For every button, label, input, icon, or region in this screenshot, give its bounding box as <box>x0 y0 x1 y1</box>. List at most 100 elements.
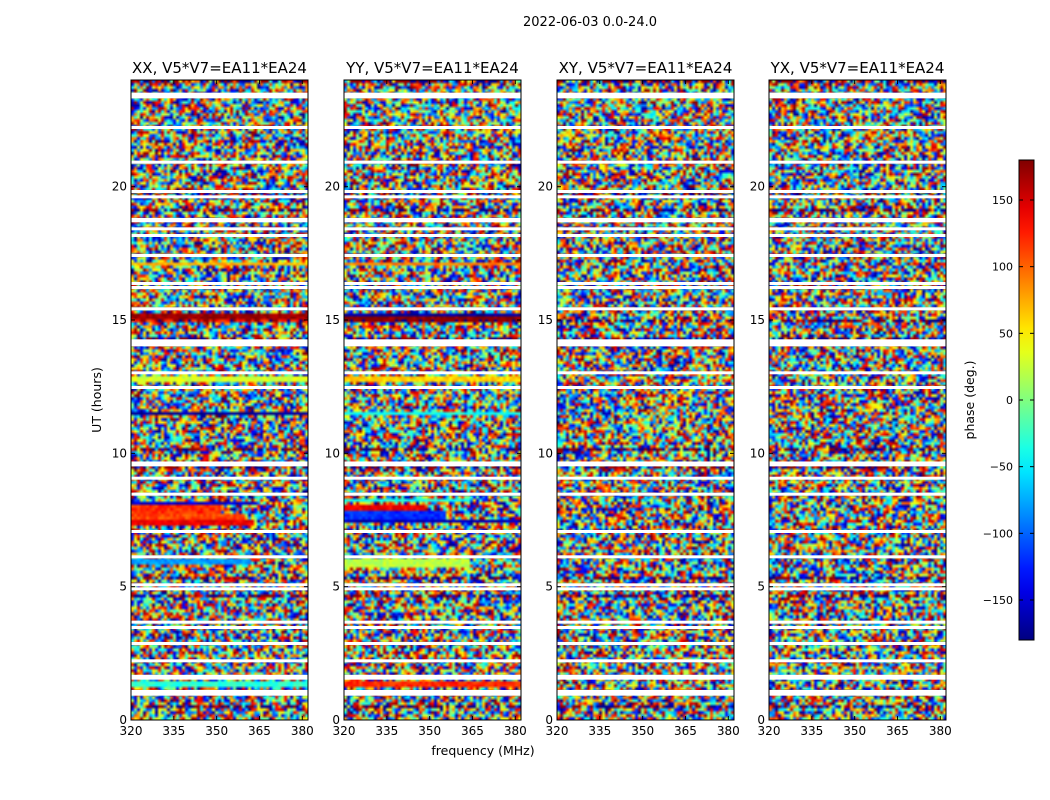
x-tick-label: 320 <box>333 724 356 738</box>
y-tick-label: 10 <box>325 446 340 460</box>
flagged-row <box>557 371 734 375</box>
flagged-row <box>131 343 308 347</box>
flagged-row <box>344 692 521 696</box>
y-tick-label: 0 <box>545 713 553 727</box>
flagged-row <box>344 492 521 496</box>
flagged-row <box>557 659 734 663</box>
flagged-row <box>131 190 308 193</box>
flagged-row <box>131 92 308 96</box>
flagged-row <box>769 307 946 311</box>
colorbar-label: phase (deg.) <box>962 361 977 440</box>
flagged-row <box>131 583 308 587</box>
flagged-row <box>344 690 521 693</box>
flagged-row <box>769 95 946 99</box>
colorbar: 150 100 50 0 −50 −100 −150 <box>983 159 1035 641</box>
flagged-row <box>769 343 946 347</box>
colorbar-tick-label: −150 <box>983 594 1013 607</box>
flagged-row <box>557 190 734 193</box>
x-tick-label: 320 <box>120 724 143 738</box>
x-tick-label: 335 <box>800 724 823 738</box>
flagged-row <box>344 476 521 480</box>
flagged-row <box>557 642 734 645</box>
flagged-row <box>769 659 946 663</box>
flagged-row <box>131 555 308 559</box>
flagged-row <box>344 218 521 221</box>
flagged-row <box>557 307 734 311</box>
x-axis-label: frequency (MHz) <box>431 743 534 758</box>
panel-frame <box>130 79 309 721</box>
flagged-row <box>131 463 308 467</box>
x-tick-label: 365 <box>674 724 697 738</box>
panel-frame <box>556 79 735 721</box>
x-tick-label: 380 <box>717 724 740 738</box>
flagged-row <box>557 386 734 389</box>
x-tick-label: 365 <box>886 724 909 738</box>
flagged-row <box>344 160 521 164</box>
flagged-row <box>769 530 946 533</box>
flagged-row <box>769 690 946 693</box>
flagged-row <box>344 386 521 389</box>
y-tick-label: 5 <box>119 580 127 594</box>
flagged-row <box>131 307 308 311</box>
panel-xx: XX, V5*V7=EA11*EA24 320 335 350 365 380 0 5 10 15… <box>112 59 314 738</box>
colorbar-tick-label: 0 <box>1006 394 1013 407</box>
flagged-row <box>557 690 734 693</box>
flagged-row <box>769 492 946 496</box>
flagged-row <box>344 587 521 591</box>
y-tick-label: 0 <box>332 713 340 727</box>
flagged-row <box>344 92 521 96</box>
phase-heatmap-yx <box>769 80 946 720</box>
flagged-row <box>769 461 946 465</box>
flagged-row <box>769 371 946 375</box>
x-tick-label: 365 <box>461 724 484 738</box>
flagged-row <box>344 674 521 678</box>
flagged-row <box>557 676 734 680</box>
flagged-row <box>131 620 308 624</box>
flagged-row <box>131 339 308 343</box>
phase-heatmap-xy <box>557 80 734 720</box>
y-tick-label: 5 <box>757 580 765 594</box>
flagged-row <box>769 234 946 237</box>
flagged-row <box>131 626 308 629</box>
flagged-row <box>769 282 946 285</box>
flagged-row <box>769 555 946 559</box>
flagged-row <box>344 530 521 533</box>
flagged-row <box>557 692 734 696</box>
colorbar-tick-label: −50 <box>990 461 1013 474</box>
flagged-row <box>131 371 308 375</box>
flagged-row <box>557 492 734 496</box>
flagged-row <box>344 583 521 587</box>
x-tick-label: 320 <box>758 724 781 738</box>
flagged-row <box>769 620 946 624</box>
flagged-row <box>557 286 734 289</box>
flagged-row <box>131 126 308 129</box>
flagged-row <box>769 218 946 221</box>
x-tick-label: 335 <box>588 724 611 738</box>
flagged-row <box>344 339 521 343</box>
x-tick-label: 365 <box>248 724 271 738</box>
y-tick-label: 5 <box>332 580 340 594</box>
y-tick-label: 10 <box>112 446 127 460</box>
flagged-row <box>557 343 734 347</box>
phase-heatmap-yy <box>344 80 521 720</box>
flagged-row <box>344 227 521 231</box>
flagged-row <box>557 92 734 96</box>
flagged-row <box>557 195 734 199</box>
x-tick-label: 380 <box>929 724 952 738</box>
flagged-row <box>769 692 946 696</box>
flagged-row <box>344 555 521 559</box>
x-tick-label: 335 <box>162 724 185 738</box>
x-tick-label: 320 <box>546 724 569 738</box>
flagged-row <box>131 530 308 533</box>
flagged-row <box>769 286 946 289</box>
panel-yx: YX, V5*V7=EA11*EA24 320 335 350 365 380 0 5 10 15… <box>750 59 952 738</box>
flagged-row <box>344 195 521 199</box>
flagged-row <box>131 642 308 645</box>
flagged-row <box>344 676 521 680</box>
flagged-row <box>131 218 308 221</box>
flagged-row <box>557 126 734 129</box>
flagged-row <box>131 690 308 693</box>
flagged-row <box>344 461 521 465</box>
flagged-row <box>131 160 308 164</box>
y-tick-label: 5 <box>545 580 553 594</box>
